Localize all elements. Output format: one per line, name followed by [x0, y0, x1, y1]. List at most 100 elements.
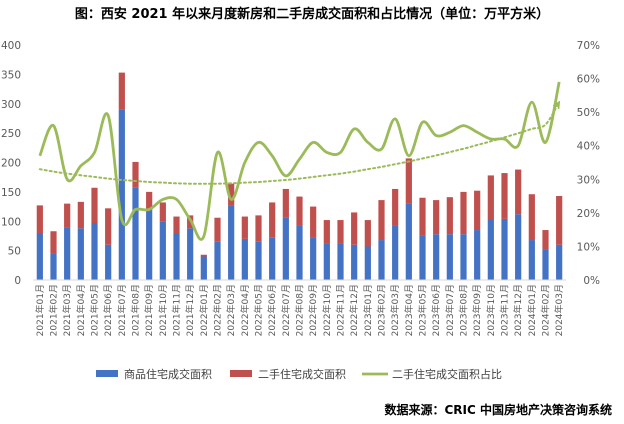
bar-new-home: [405, 203, 412, 280]
legend-swatch: [230, 370, 252, 377]
bar-second-hand: [392, 188, 399, 226]
bar-second-hand: [474, 190, 481, 231]
bar-new-home: [446, 234, 453, 280]
x-tick-label: 2021年06月: [102, 284, 114, 336]
x-tick-label: 2021年11月: [171, 284, 183, 336]
x-tick-label: 2022年08月: [294, 284, 306, 336]
bar-second-hand: [64, 203, 71, 228]
legend-label: 二手住宅成交面积占比: [392, 367, 502, 381]
bar-second-hand: [214, 217, 221, 242]
chart-title: 图：西安 2021 年以来月度新房和二手房成交面积和占比情况（单位：万平方米）: [75, 6, 549, 22]
bar-new-home: [528, 240, 535, 280]
bar-second-hand: [364, 220, 371, 247]
x-tick-label: 2021年01月: [34, 284, 46, 336]
trendline: [38, 100, 561, 185]
bar-second-hand: [36, 205, 43, 233]
bar-second-hand: [77, 201, 84, 229]
x-tick-label: 2023年10月: [485, 284, 497, 336]
x-tick-label: 2024年03月: [553, 284, 565, 336]
x-tick-label: 2023年08月: [458, 284, 470, 336]
ratio-line: [38, 81, 561, 241]
y-left-tick-label: 200: [1, 158, 21, 170]
bar-new-home: [487, 219, 494, 280]
x-tick-label: 2024年01月: [526, 284, 538, 336]
bar-second-hand: [446, 197, 453, 235]
x-tick-label: 2021年02月: [48, 284, 60, 336]
x-tick-label: 2022年07月: [280, 284, 292, 336]
x-tick-label: 2022年04月: [239, 284, 251, 336]
bars: [36, 72, 563, 280]
y-left-tick-label: 150: [1, 187, 21, 199]
bar-new-home: [50, 253, 57, 280]
bar-new-home: [146, 209, 153, 280]
x-tick-label: 2023年05月: [417, 284, 429, 336]
bar-new-home: [241, 238, 248, 280]
bar-new-home: [296, 225, 303, 280]
bar-new-home: [542, 249, 549, 280]
bar-new-home: [105, 244, 112, 280]
y-right-tick-label: 60%: [577, 74, 600, 86]
x-tick-label: 2023年03月: [389, 284, 401, 336]
bar-new-home: [132, 187, 139, 280]
bar-new-home: [118, 109, 125, 280]
x-tick-label: 2022年10月: [321, 284, 333, 336]
bar-new-home: [269, 237, 276, 280]
bar-second-hand: [50, 231, 57, 254]
bar-new-home: [77, 228, 84, 280]
bar-second-hand: [105, 208, 112, 245]
bar-second-hand: [405, 158, 412, 204]
bar-second-hand: [159, 202, 166, 222]
bar-second-hand: [282, 188, 289, 218]
y-left-tick-label: 50: [8, 246, 21, 258]
x-tick-label: 2021年09月: [143, 284, 155, 336]
legend-label: 商品住宅成交面积: [124, 367, 212, 381]
legend: 商品住宅成交面积 二手住宅成交面积 二手住宅成交面积占比: [96, 367, 502, 381]
x-tick-label: 2021年07月: [116, 284, 128, 336]
y-left-tick-label: 100: [1, 216, 21, 228]
y-right-tick-label: 70%: [577, 40, 600, 52]
x-tick-label: 2023年04月: [403, 284, 415, 336]
x-tick-label: 2023年12月: [512, 284, 524, 336]
bar-new-home: [310, 237, 317, 280]
x-tick-label: 2024年02月: [540, 284, 552, 336]
bar-new-home: [159, 221, 166, 280]
bar-second-hand: [337, 220, 344, 244]
source-note: 数据来源：CRIC 中国房地产决策咨询系统: [385, 402, 613, 417]
bar-new-home: [91, 223, 98, 280]
y-left-tick-label: 300: [1, 99, 21, 111]
bar-new-home: [474, 230, 481, 280]
bar-second-hand: [310, 206, 317, 238]
bar-second-hand: [296, 196, 303, 226]
y-right-tick-label: 10%: [577, 241, 600, 253]
bar-second-hand: [460, 191, 467, 235]
bar-new-home: [36, 233, 43, 280]
x-tick-label: 2023年01月: [362, 284, 374, 336]
x-axis: 2021年01月 2021年02月 2021年03月 2021年04月 2021年05月…: [34, 284, 565, 336]
bar-new-home: [228, 205, 235, 280]
y-left-axis: 0 50 100 150 200 250 300 350 400: [1, 40, 21, 287]
bar-second-hand: [501, 173, 508, 219]
bar-second-hand: [378, 200, 385, 241]
x-tick-label: 2022年12月: [348, 284, 360, 336]
x-tick-label: 2021年08月: [130, 284, 142, 336]
bar-new-home: [200, 256, 207, 280]
bar-second-hand: [255, 215, 262, 242]
bar-new-home: [214, 241, 221, 280]
x-tick-label: 2021年10月: [157, 284, 169, 336]
x-tick-label: 2022年03月: [225, 284, 237, 336]
bar-second-hand: [433, 200, 440, 235]
y-right-axis: 0% 10% 20% 30% 40% 50% 60% 70%: [577, 40, 600, 287]
trendline-path: [38, 101, 561, 185]
bar-second-hand: [515, 169, 522, 215]
bar-second-hand: [419, 197, 426, 236]
bar-new-home: [419, 235, 426, 280]
bar-second-hand: [542, 230, 549, 250]
x-tick-label: 2022年09月: [307, 284, 319, 336]
x-tick-label: 2023年06月: [430, 284, 442, 336]
y-left-tick-label: 400: [1, 40, 21, 52]
bar-second-hand: [241, 216, 248, 239]
legend-swatch: [96, 370, 118, 377]
x-tick-label: 2021年03月: [61, 284, 73, 336]
y-right-tick-label: 40%: [577, 141, 600, 153]
